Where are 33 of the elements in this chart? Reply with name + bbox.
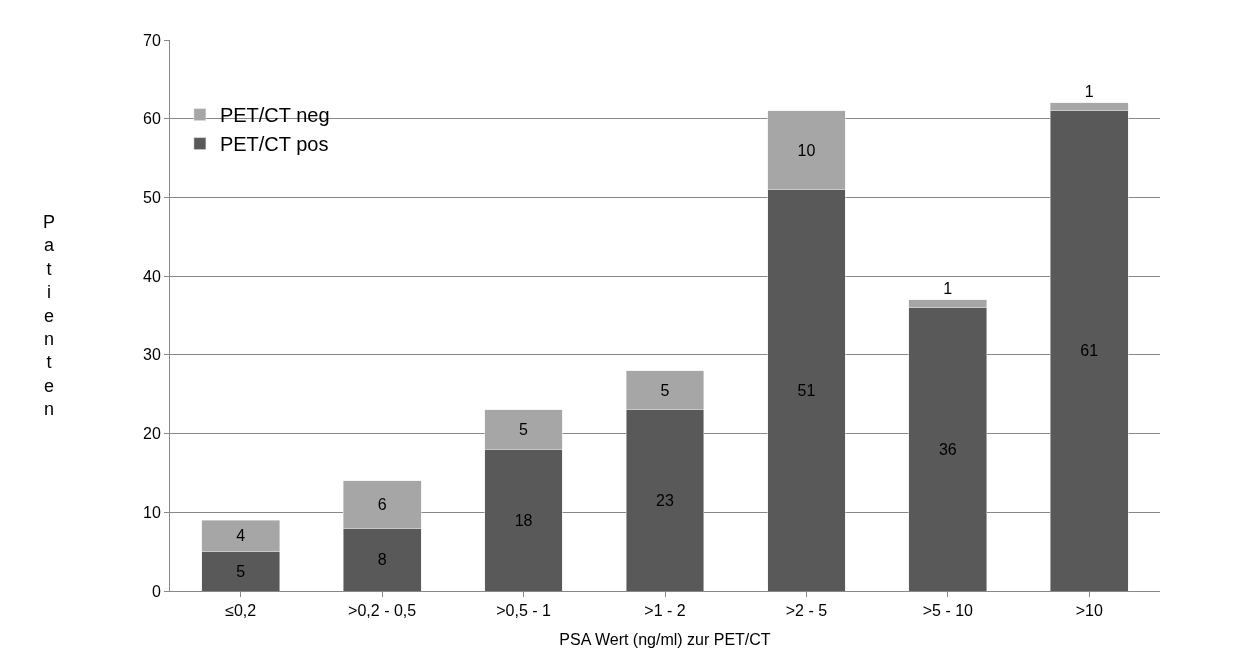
x-tick-label: ≤0,2 <box>225 602 257 620</box>
x-tick-label: >1 - 2 <box>644 602 686 620</box>
text: Patienten <box>43 212 56 420</box>
data-label: 8 <box>377 551 387 569</box>
data-label: 10 <box>797 141 816 159</box>
y-tick-label: 0 <box>151 582 161 600</box>
data-label: 36 <box>938 440 957 458</box>
y-tick-label: 10 <box>143 503 161 521</box>
y-tick-label: 40 <box>143 267 161 285</box>
data-label: 5 <box>660 381 670 399</box>
x-tick-label: >10 <box>1075 602 1103 620</box>
x-tick-label: >2 - 5 <box>785 602 828 620</box>
data-label: 5 <box>519 421 529 439</box>
data-label: 61 <box>1080 342 1099 360</box>
x-tick-label: >0,5 - 1 <box>496 602 552 620</box>
x-tick-label: >5 - 10 <box>922 602 974 620</box>
data-label: 23 <box>656 491 674 509</box>
data-label: 1 <box>943 279 953 297</box>
y-tick-label: 20 <box>143 425 161 443</box>
legend-label: PET/CT neg <box>219 104 330 127</box>
data-label: 51 <box>797 381 816 399</box>
data-label: 6 <box>377 495 387 513</box>
x-axis-title: PSA Wert (ng/ml) zur PET/CT <box>559 630 771 648</box>
y-tick-label: 60 <box>143 110 161 128</box>
y-tick-label: 30 <box>143 346 161 364</box>
data-label: 4 <box>236 527 246 545</box>
data-label: 5 <box>236 562 246 580</box>
x-tick-label: >0,2 - 0,5 <box>348 602 417 620</box>
legend-label: PET/CT pos <box>219 133 329 156</box>
y-tick-label: 70 <box>143 31 161 49</box>
data-label: 18 <box>514 511 533 529</box>
data-label: 1 <box>1084 82 1094 100</box>
y-tick-label: 50 <box>143 189 161 207</box>
